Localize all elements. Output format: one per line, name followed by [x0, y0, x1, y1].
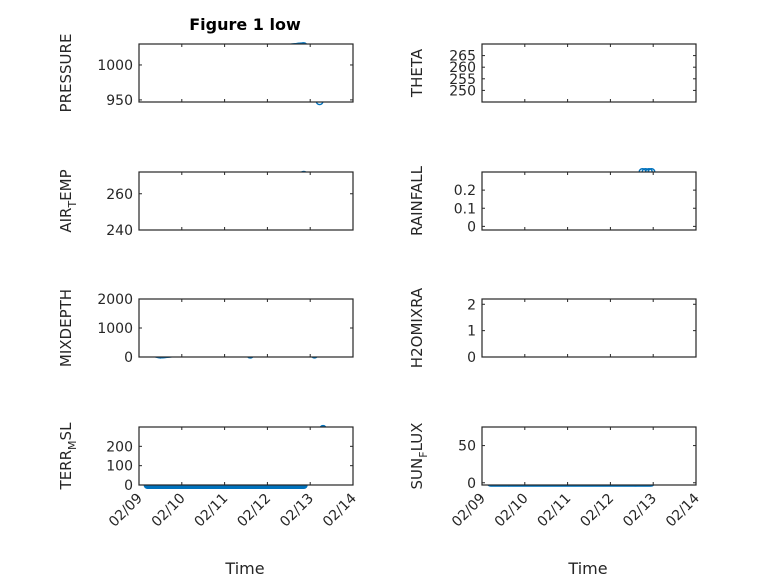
y-axis-label: THETA: [408, 48, 426, 98]
y-axis-label-main: H2OMIXRA: [408, 287, 426, 368]
y-tick-label: 0: [467, 476, 476, 492]
y-tick-label: 1000: [97, 321, 133, 337]
axis-box: [138, 426, 354, 486]
y-tick-label: 50: [458, 439, 476, 455]
y-axis-label: H2OMIXRA: [408, 287, 426, 368]
x-tick-label: 02/13: [277, 491, 317, 531]
ticks: 950 1000: [97, 44, 354, 109]
x-tick-label: 02/10: [492, 491, 532, 531]
y-tick-label: 0: [467, 219, 476, 235]
y-axis-label-subscript: T: [66, 201, 79, 209]
ticks: 0 1000 2000: [97, 292, 354, 366]
y-axis-label-main: AIR: [57, 208, 75, 233]
axis-box: [481, 43, 697, 103]
y-axis-label: MIXDEPTH: [57, 289, 75, 367]
y-tick-label: 950: [106, 93, 133, 109]
y-tick-label: 200: [106, 439, 133, 455]
x-tick-label: 02/11: [192, 491, 232, 531]
x-tick-label: 02/14: [663, 490, 703, 530]
ticks: 0 1 2: [467, 297, 697, 366]
y-tick-label: 0.1: [454, 201, 476, 217]
x-tick-label: 02/11: [535, 491, 575, 531]
x-axis-label-right: Time: [567, 559, 607, 578]
subplot-6: 0 1 2 H2OMIXRA: [408, 287, 697, 368]
x-tick-label: 02/09: [449, 491, 489, 531]
y-tick-label: 1000: [97, 58, 133, 74]
y-tick-label: 0: [124, 350, 133, 366]
y-axis-label: PRESSURE: [57, 34, 75, 113]
subplot-4: 0 0.1 0.2 RAINFALL: [408, 165, 697, 236]
axis-box: [138, 298, 354, 358]
subplot-5: 0 1000 2000 MIXDEPTH: [57, 289, 354, 367]
y-axis-label-rest: SL: [57, 422, 75, 441]
y-tick-label: 265: [449, 49, 476, 65]
y-axis-label-subscript: M: [66, 440, 79, 450]
y-axis-label: TERRMSL: [57, 422, 79, 491]
y-axis-label: RAINFALL: [408, 165, 426, 236]
x-tick-label: 02/12: [234, 491, 274, 531]
y-tick-label: 1: [467, 324, 476, 340]
y-axis-label: AIRTEMP: [57, 169, 79, 232]
subplot-3: 240 260 AIRTEMP: [57, 169, 354, 239]
subplot-1: 950 1000 PRESSURE: [57, 34, 354, 113]
subplot-8: 0 50 02/09 02/10 02/11 02/12 02/13 02/14 SUNFLUX: [408, 423, 703, 531]
y-axis-label-rest: LUX: [408, 423, 426, 452]
ticks: 240 260: [106, 172, 354, 239]
x-tick-label: 02/12: [577, 491, 617, 531]
x-tick-label: 02/14: [320, 490, 360, 530]
y-axis-label-subscript: F: [417, 451, 430, 457]
y-axis-label-main: SUN: [408, 458, 426, 490]
axis-box: [138, 43, 354, 103]
y-tick-label: 260: [106, 187, 133, 203]
x-tick-label: 02/10: [149, 491, 189, 531]
y-tick-label: 2000: [97, 292, 133, 308]
y-tick-label: 2: [467, 297, 476, 313]
x-axis-label-left: Time: [224, 559, 264, 578]
subplot-7: 0 100 200 02/09 02/10 02/11 02/12 02/13 02/14 TER…: [57, 422, 360, 530]
y-tick-label: 250: [449, 83, 476, 99]
y-tick-label: 260: [449, 60, 476, 76]
axis-box: [481, 171, 697, 231]
y-axis-label: SUNFLUX: [408, 423, 430, 490]
y-tick-label: 0: [467, 350, 476, 366]
y-tick-label: 255: [449, 72, 476, 88]
y-axis-label-main: MIXDEPTH: [57, 289, 75, 367]
figure-title: Figure 1 low: [189, 15, 301, 34]
axis-box: [481, 298, 697, 358]
x-tick-label: 02/09: [106, 491, 146, 531]
y-tick-label: 0.2: [454, 183, 476, 199]
y-tick-label: 0: [124, 478, 133, 494]
y-tick-label: 100: [106, 459, 133, 475]
y-axis-label-main: TERR: [57, 450, 75, 491]
y-tick-label: 240: [106, 223, 133, 239]
y-axis-label-main: PRESSURE: [57, 34, 75, 113]
y-axis-label-main: THETA: [408, 48, 426, 98]
ticks: 0 0.1 0.2: [454, 172, 697, 235]
axis-box: [138, 171, 354, 231]
x-tick-label: 02/13: [620, 491, 660, 531]
y-axis-label-main: RAINFALL: [408, 165, 426, 236]
axis-box: [481, 426, 697, 486]
y-axis-label-rest: EMP: [57, 169, 75, 200]
